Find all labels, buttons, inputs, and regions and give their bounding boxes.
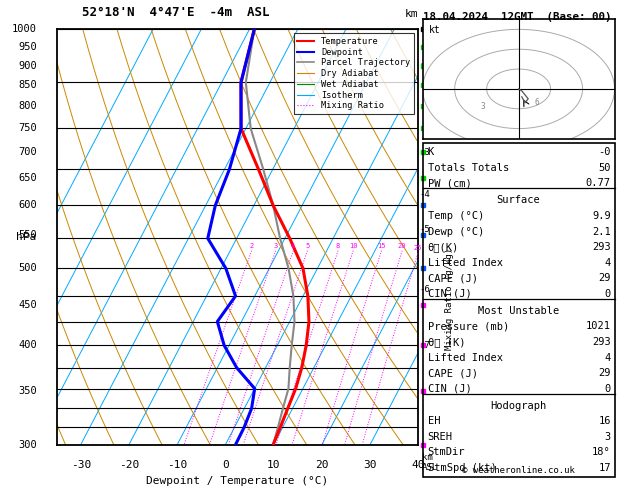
Text: Totals Totals: Totals Totals [428,163,509,173]
Text: Mixing Ratio (g/kg): Mixing Ratio (g/kg) [445,248,454,350]
Text: 4: 4 [604,352,611,363]
Text: 2.1: 2.1 [592,226,611,237]
Text: 3: 3 [481,102,485,111]
Text: CAPE (J): CAPE (J) [428,273,477,283]
Text: 400: 400 [18,340,36,350]
Text: 550: 550 [18,230,36,241]
Text: 0: 0 [222,460,229,470]
Text: CIN (J): CIN (J) [428,289,472,299]
Text: 500: 500 [18,263,36,274]
Text: 20: 20 [315,460,328,470]
Text: © weatheronline.co.uk: © weatheronline.co.uk [462,466,575,475]
Text: 3: 3 [274,243,278,249]
Text: 10: 10 [349,243,357,249]
Text: hPa: hPa [16,232,36,242]
Text: PW (cm): PW (cm) [428,178,472,189]
Text: 52°18'N  4°47'E  -4m  ASL: 52°18'N 4°47'E -4m ASL [82,6,270,19]
Text: Dewpoint / Temperature (°C): Dewpoint / Temperature (°C) [147,476,328,486]
Text: 4: 4 [291,243,296,249]
Text: 800: 800 [18,101,36,111]
Text: -3: -3 [419,148,430,157]
Text: 900: 900 [18,61,36,70]
Text: Pressure (mb): Pressure (mb) [428,321,509,331]
Text: 0: 0 [604,289,611,299]
Text: 30: 30 [364,460,377,470]
Text: θᴄ (K): θᴄ (K) [428,337,465,347]
Text: 0.77: 0.77 [586,178,611,189]
Text: 450: 450 [18,300,36,310]
Text: 5: 5 [305,243,309,249]
Text: Most Unstable: Most Unstable [478,306,559,316]
Text: 650: 650 [18,173,36,183]
Text: -2: -2 [419,102,430,111]
Text: -30: -30 [70,460,91,470]
Text: 9.9: 9.9 [592,211,611,221]
Text: StmDir: StmDir [428,448,465,457]
Text: -0: -0 [598,147,611,157]
Text: 6: 6 [535,98,539,107]
Text: 350: 350 [18,386,36,397]
Text: 700: 700 [18,147,36,157]
Text: 17: 17 [598,463,611,473]
Text: -4: -4 [419,190,430,199]
Text: 750: 750 [18,123,36,134]
Text: 29: 29 [598,273,611,283]
Text: -6: -6 [419,285,430,294]
Text: 29: 29 [598,368,611,378]
Text: K: K [428,147,434,157]
Text: km: km [405,9,418,19]
Text: Temp (°C): Temp (°C) [428,211,484,221]
Text: 2: 2 [250,243,253,249]
Text: CAPE (J): CAPE (J) [428,368,477,378]
Text: 293: 293 [592,242,611,252]
Text: 18.04.2024  12GMT  (Base: 00): 18.04.2024 12GMT (Base: 00) [423,12,611,22]
Text: 40: 40 [411,460,425,470]
Text: StmSpd (kt): StmSpd (kt) [428,463,496,473]
Text: -20: -20 [119,460,139,470]
Text: 4: 4 [604,258,611,268]
Text: -1LCL: -1LCL [419,59,446,68]
Text: -10: -10 [167,460,187,470]
Text: 8: 8 [336,243,340,249]
Text: 15: 15 [377,243,386,249]
Text: Lifted Index: Lifted Index [428,352,503,363]
Text: 18°: 18° [592,448,611,457]
Text: 20: 20 [398,243,406,249]
Text: -7: -7 [419,341,430,350]
Text: CIN (J): CIN (J) [428,383,472,394]
Text: 1021: 1021 [586,321,611,331]
Text: 50: 50 [598,163,611,173]
Text: km
ASL: km ASL [422,453,438,472]
Text: EH: EH [428,417,440,426]
Text: Lifted Index: Lifted Index [428,258,503,268]
Text: Dewp (°C): Dewp (°C) [428,226,484,237]
Text: -5: -5 [419,225,430,234]
Text: θᴄ(K): θᴄ(K) [428,242,459,252]
Text: 950: 950 [18,42,36,52]
Text: 10: 10 [267,460,281,470]
Text: 850: 850 [18,80,36,90]
Legend: Temperature, Dewpoint, Parcel Trajectory, Dry Adiabat, Wet Adiabat, Isotherm, Mi: Temperature, Dewpoint, Parcel Trajectory… [294,34,414,114]
Text: kt: kt [429,25,441,35]
Text: 3: 3 [604,432,611,442]
Text: Surface: Surface [497,195,540,206]
Text: 300: 300 [18,440,36,450]
Text: 600: 600 [18,200,36,210]
Text: 16: 16 [598,417,611,426]
Text: Hodograph: Hodograph [491,401,547,411]
Text: 293: 293 [592,337,611,347]
Text: SREH: SREH [428,432,453,442]
Text: 0: 0 [604,383,611,394]
Text: 25: 25 [413,245,422,251]
Text: 1000: 1000 [12,24,36,34]
